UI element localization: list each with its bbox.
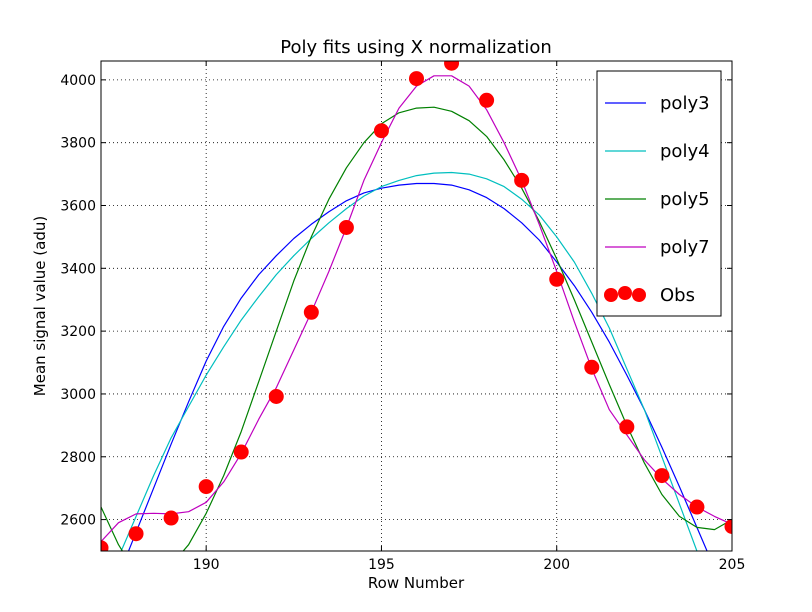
legend-box <box>596 70 722 317</box>
legend-label-poly7: poly7 <box>660 237 710 258</box>
x-tick-label: 205 <box>719 557 746 573</box>
obs-point <box>584 359 600 375</box>
series-layer <box>101 61 732 551</box>
y-tick-label: 3400 <box>60 261 96 277</box>
chart-title: Poly fits using X normalization <box>280 37 552 58</box>
obs-point <box>514 172 530 188</box>
obs-point <box>101 540 109 551</box>
obs-point <box>409 71 424 87</box>
obs-point <box>198 479 214 495</box>
legend-label-obs: Obs <box>660 285 695 306</box>
obs-point <box>444 61 460 71</box>
x-axis-title: Row Number <box>368 574 465 592</box>
y-tick-label: 4000 <box>60 73 96 89</box>
obs-point <box>479 92 495 108</box>
y-tick-label: 3000 <box>60 387 96 403</box>
obs-point <box>268 388 284 404</box>
obs-point <box>338 219 354 235</box>
obs-point <box>654 468 670 484</box>
y-axis-title: Mean signal value (adu) <box>31 216 49 396</box>
ticks: 190 195 200 205 2600 2800 3000 3200 3400 3600 3800… <box>60 61 745 573</box>
obs-point <box>233 444 249 460</box>
x-tick-label: 200 <box>543 557 570 573</box>
legend-label-poly5: poly5 <box>660 189 710 210</box>
y-tick-label: 2800 <box>60 450 96 466</box>
y-tick-label: 3200 <box>60 324 96 340</box>
series-line-poly4 <box>120 171 698 551</box>
obs-point <box>128 526 144 542</box>
obs-point <box>549 271 565 287</box>
legend-marker-obs <box>604 288 618 302</box>
legend: poly3 poly4 poly5 poly7 Obs <box>596 70 722 317</box>
obs-point <box>303 304 319 320</box>
series-line-poly7 <box>101 75 732 543</box>
obs-point <box>724 519 732 534</box>
obs-point <box>619 419 635 435</box>
legend-marker-obs <box>632 288 646 302</box>
plot-frame <box>100 60 733 552</box>
x-tick-label: 190 <box>193 557 220 573</box>
legend-label-poly4: poly4 <box>660 141 710 162</box>
series-line-poly3 <box>127 182 708 551</box>
legend-label-poly3: poly3 <box>660 93 710 114</box>
obs-point <box>689 499 705 515</box>
y-tick-label: 3600 <box>60 198 96 214</box>
y-tick-label: 2600 <box>60 513 96 529</box>
legend-marker-obs <box>618 286 632 300</box>
obs-point <box>163 510 179 526</box>
x-tick-label: 195 <box>368 557 395 573</box>
y-tick-label: 3800 <box>60 136 96 152</box>
obs-point <box>373 123 389 139</box>
